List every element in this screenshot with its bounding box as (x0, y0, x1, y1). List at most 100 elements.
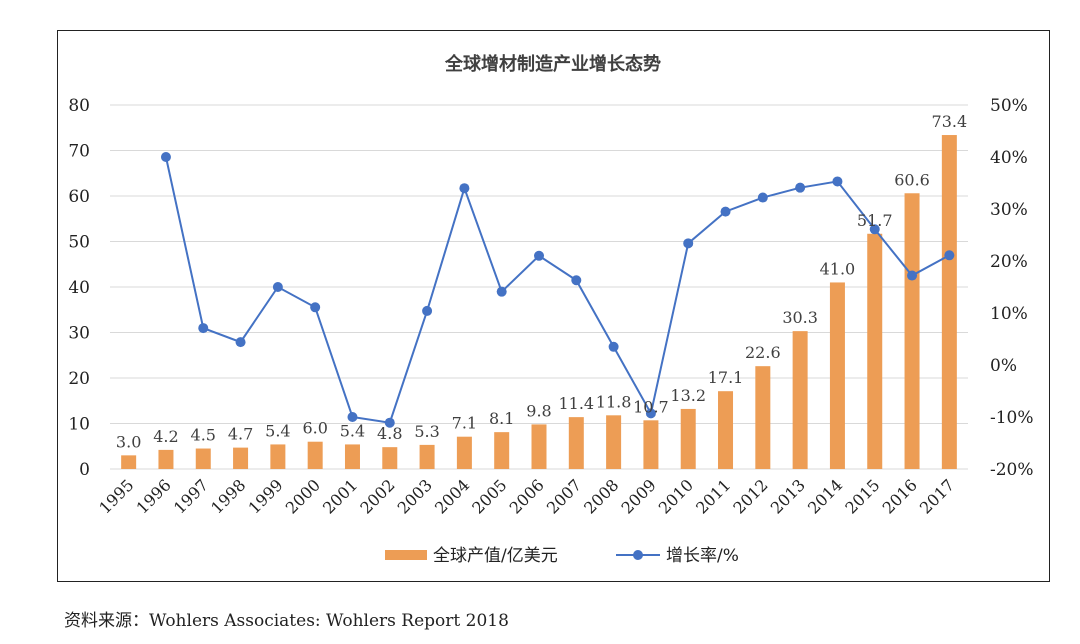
source-note: 资料来源：Wohlers Associates: Wohlers Report … (64, 606, 509, 631)
bar-data-label: 4.8 (377, 424, 402, 443)
growth-marker (608, 341, 619, 352)
bar-data-label: 5.3 (414, 422, 439, 441)
y-left-tick-label: 30 (68, 324, 90, 344)
x-tick-label: 1999 (244, 475, 286, 517)
x-tick-label: 2012 (729, 475, 771, 517)
bar-data-label: 6.0 (302, 419, 327, 438)
y-right-tick-label: 10% (990, 304, 1028, 324)
y-left-tick-label: 80 (68, 96, 90, 116)
y-left-tick-label: 40 (68, 278, 90, 298)
growth-marker (310, 302, 321, 313)
source-label: 资料来源： (64, 611, 149, 631)
growth-marker (720, 206, 731, 217)
growth-marker (272, 282, 283, 292)
growth-marker (496, 286, 507, 297)
y-right-tick-label: -10% (990, 408, 1034, 428)
bar (941, 135, 957, 469)
bar-data-label: 9.8 (526, 401, 551, 420)
bar-data-label: 4.2 (153, 427, 178, 446)
y-right-tick-label: -20% (990, 460, 1034, 480)
bar (643, 420, 659, 469)
bar (270, 444, 286, 469)
bar-data-label: 60.6 (894, 170, 930, 189)
bar-data-label: 10.7 (633, 397, 669, 416)
bar (382, 447, 398, 469)
bar (606, 415, 622, 469)
chart-frame (57, 30, 1050, 582)
bar-data-label: 22.6 (745, 343, 781, 362)
y-left-tick-label: 50 (68, 233, 90, 253)
bar (531, 424, 547, 469)
bar (307, 441, 323, 469)
y-left-tick-label: 60 (68, 187, 90, 207)
growth-marker (384, 417, 395, 428)
bar (456, 436, 472, 469)
y-right-tick-label: 40% (990, 148, 1028, 168)
growth-marker (869, 224, 880, 235)
x-tick-label: 2002 (356, 475, 398, 517)
x-tick-label: 2005 (468, 475, 510, 517)
growth-marker (645, 408, 656, 419)
y-left-tick-label: 10 (68, 415, 90, 435)
growth-marker (422, 305, 433, 316)
bar (568, 417, 584, 469)
growth-marker (459, 183, 470, 194)
bar-data-label: 51.7 (857, 211, 893, 230)
growth-marker (757, 192, 768, 203)
bar (233, 447, 249, 469)
growth-marker (198, 323, 209, 334)
growth-marker (534, 250, 544, 261)
y-right-tick-label: 30% (990, 200, 1028, 220)
x-tick-label: 2004 (431, 475, 473, 517)
bar (755, 366, 771, 469)
bar-data-label: 8.1 (489, 409, 514, 428)
bar (121, 455, 137, 469)
bar (904, 193, 920, 469)
y-right-tick-label: 50% (990, 96, 1028, 116)
bar-data-label: 13.2 (670, 386, 706, 405)
bar (158, 449, 174, 469)
growth-marker (944, 250, 955, 261)
bar (680, 408, 696, 469)
x-tick-label: 2013 (767, 475, 809, 517)
x-tick-label: 2001 (319, 475, 361, 517)
growth-marker (235, 337, 246, 348)
y-left-tick-label: 70 (68, 142, 90, 162)
x-tick-label: 1995 (95, 475, 137, 517)
x-tick-label: 2003 (394, 475, 436, 517)
x-tick-label: 1998 (207, 475, 249, 517)
x-tick-label: 2014 (804, 475, 846, 517)
x-tick-label: 2007 (543, 475, 585, 517)
x-tick-label: 2017 (916, 475, 958, 517)
bar (344, 444, 360, 469)
bar-data-label: 5.4 (265, 421, 290, 440)
growth-marker (832, 176, 843, 187)
x-tick-label: 2016 (879, 475, 921, 517)
bar (718, 391, 734, 469)
bar (195, 448, 211, 469)
legend-line-marker (633, 550, 643, 560)
x-tick-label: 1996 (133, 475, 175, 517)
y-right-tick-label: 20% (990, 252, 1028, 272)
bar-data-label: 3.0 (116, 432, 141, 451)
x-tick-label: 2011 (692, 475, 734, 517)
bar-data-label: 30.3 (782, 308, 818, 327)
chart-title: 全球增材制造产业增长态势 (444, 53, 661, 75)
bar-data-label: 17.1 (708, 368, 744, 387)
chart: 全球增材制造产业增长态势 0 10 20 30 40 50 60 70 80 -20% -10% 0% 1… (68, 53, 1034, 566)
bar (792, 331, 808, 469)
bar-data-label: 4.5 (191, 426, 216, 445)
x-tick-label: 2009 (618, 475, 660, 517)
growth-marker (907, 270, 918, 281)
bar (829, 282, 845, 469)
source-text: Wohlers Associates: Wohlers Report 2018 (149, 611, 509, 631)
y-left-tick-label: 0 (79, 460, 90, 480)
bar-data-label: 73.4 (932, 112, 968, 131)
legend-bar-label: 全球产值/亿美元 (433, 546, 558, 566)
bar-data-label: 5.4 (340, 421, 365, 440)
bar-data-label: 11.8 (596, 392, 632, 411)
x-tick-label: 2010 (655, 475, 697, 517)
growth-marker (571, 275, 582, 286)
bar-data-label: 41.0 (820, 259, 856, 278)
x-tick-label: 2015 (841, 475, 883, 517)
